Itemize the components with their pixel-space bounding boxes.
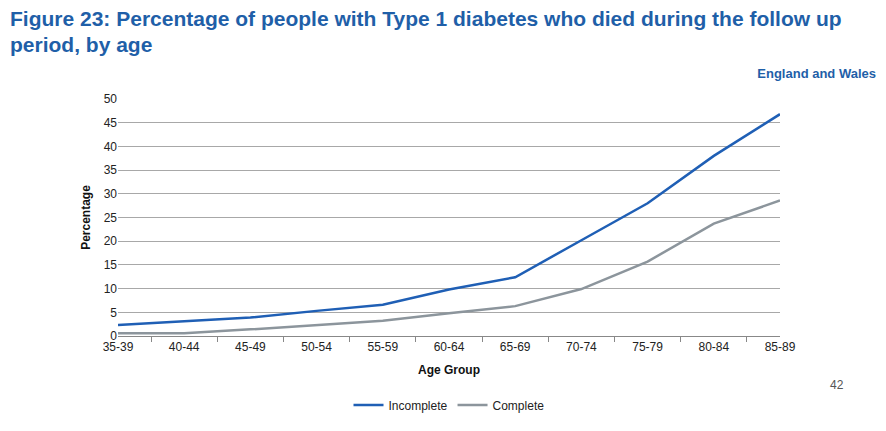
svg-text:65-69: 65-69 [500,340,531,354]
svg-text:80-84: 80-84 [698,340,729,354]
svg-text:25: 25 [104,211,118,225]
svg-text:85-89: 85-89 [765,340,796,354]
svg-text:20: 20 [104,234,118,248]
svg-text:40-44: 40-44 [169,340,200,354]
svg-text:45: 45 [104,116,118,130]
html-text:Figure 23: Percentage of peopl: Figure 23: Percentage of people with Typ… [10,7,842,56]
svg-text:35: 35 [104,163,118,177]
svg-text:0: 0 [110,329,117,343]
svg-text:42: 42 [830,378,844,392]
svg-text:15: 15 [104,258,118,272]
svg-text:30: 30 [104,187,118,201]
svg-text:Age Group: Age Group [418,363,480,377]
svg-text:Incomplete: Incomplete [389,399,448,413]
svg-text:50: 50 [104,92,118,106]
svg-text:45-49: 45-49 [235,340,266,354]
svg-text:50-54: 50-54 [301,340,332,354]
svg-text:5: 5 [110,306,117,320]
svg-text:Complete: Complete [493,399,545,413]
svg-text:40: 40 [104,140,118,154]
svg-text:Percentage: Percentage [79,185,93,250]
html-text:England and Wales: England and Wales [757,66,876,81]
svg-text:70-74: 70-74 [566,340,597,354]
svg-text:35-39: 35-39 [103,340,134,354]
svg-text:60-64: 60-64 [434,340,465,354]
svg-text:75-79: 75-79 [632,340,663,354]
svg-text:55-59: 55-59 [367,340,398,354]
svg-text:10: 10 [104,282,118,296]
